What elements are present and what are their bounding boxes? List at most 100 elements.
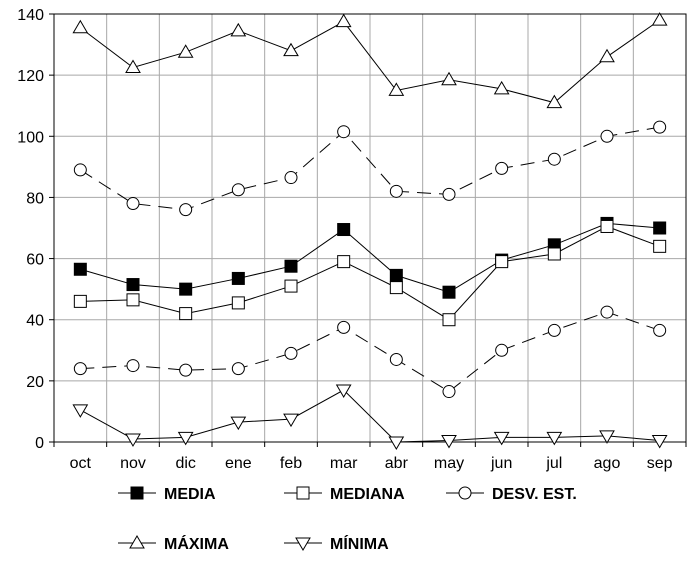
data-point-triangle-up-open [441, 71, 457, 86]
data-point-triangle-down-open [72, 404, 89, 418]
series-line [80, 311, 660, 393]
legend-item: MEDIA [118, 486, 216, 503]
data-point-triangle-up-open [129, 535, 145, 549]
y-tick-label: 120 [17, 68, 44, 85]
x-tick-label: ene [225, 455, 252, 472]
data-point-square-open [231, 296, 245, 310]
data-point-triangle-up-open [493, 80, 510, 95]
data-point-circle-open [547, 152, 561, 166]
data-point-square-open [547, 247, 561, 261]
data-point-square-filled [231, 271, 245, 285]
series-desv-est- [73, 120, 667, 217]
data-point-square-open [296, 486, 310, 500]
data-point-triangle-up-open [72, 19, 89, 34]
x-tick-label: jul [545, 455, 562, 472]
legend-label: MEDIA [164, 486, 216, 503]
data-point-circle-open [337, 320, 351, 334]
x-tick-label: oct [70, 455, 92, 472]
data-point-triangle-down-open [230, 416, 247, 431]
legend-label: DESV. EST. [492, 486, 577, 503]
data-point-triangle-up-open [125, 59, 141, 73]
data-point-square-filled [389, 268, 403, 282]
y-tick-label: 0 [35, 435, 44, 452]
y-tick-label: 80 [26, 190, 44, 207]
data-point-square-filled [284, 259, 298, 273]
data-point-triangle-down-open [493, 431, 510, 446]
data-point-triangle-up-open [177, 44, 194, 58]
x-tick-label: abr [385, 455, 409, 472]
data-point-square-filled [130, 486, 144, 500]
x-tick-label: feb [280, 455, 302, 472]
x-tick-label: jun [490, 455, 512, 472]
legend: MEDIA MEDIANA DESV. EST. MÁXIMA MÍNIMA [118, 486, 577, 553]
y-tick-label: 100 [17, 129, 44, 146]
x-tick-label: may [434, 455, 464, 472]
series-line [80, 19, 660, 104]
data-point-circle-open [600, 129, 614, 143]
data-point-circle-open [547, 323, 561, 337]
data-point-square-open [284, 279, 298, 293]
data-point-triangle-down-open [295, 537, 311, 551]
data-point-circle-open [231, 362, 245, 376]
data-point-circle-open [126, 197, 140, 211]
series-line [80, 389, 660, 443]
series-unnamed [73, 305, 667, 399]
data-point-square-open [653, 239, 667, 253]
data-point-square-open [495, 255, 509, 269]
data-point-circle-open [653, 323, 667, 337]
data-point-square-open [442, 313, 456, 327]
series-line [80, 126, 660, 211]
data-point-square-open [126, 293, 140, 307]
series-mínima [72, 384, 668, 450]
data-point-square-filled [179, 282, 193, 296]
series-mediana [73, 219, 667, 327]
data-point-square-filled [653, 221, 667, 235]
data-point-triangle-up-open [651, 12, 668, 26]
data-point-circle-open [458, 486, 472, 500]
data-point-circle-open [337, 125, 351, 139]
data-point-circle-open [389, 184, 403, 198]
data-point-square-filled [442, 285, 456, 299]
data-point-circle-open [179, 363, 193, 377]
data-point-square-open [337, 255, 351, 269]
legend-label: MÍNIMA [330, 534, 389, 553]
x-tick-label: nov [120, 455, 146, 472]
data-point-triangle-down-open [441, 434, 457, 449]
data-point-triangle-down-open [599, 430, 615, 444]
data-point-triangle-up-open [546, 94, 563, 109]
y-tick-label: 40 [26, 313, 44, 330]
x-tick-label: ago [594, 455, 621, 472]
data-point-square-filled [126, 278, 140, 292]
legend-item: MÁXIMA [118, 534, 229, 553]
data-point-circle-open [284, 346, 298, 360]
y-axis: 0 20 40 60 80 100 120 140 [17, 7, 54, 452]
data-point-circle-open [495, 343, 509, 357]
data-point-circle-open [389, 352, 403, 366]
data-point-circle-open [442, 187, 456, 201]
data-point-triangle-down-open [388, 436, 405, 450]
data-point-triangle-up-open [283, 42, 299, 57]
gridlines [53, 13, 687, 443]
data-point-triangle-up-open [230, 22, 247, 37]
data-point-triangle-down-open [546, 431, 563, 446]
x-tick-label: sep [647, 455, 673, 472]
data-point-circle-open [495, 161, 509, 175]
y-tick-label: 20 [26, 374, 44, 391]
legend-label: MEDIANA [330, 486, 405, 503]
data-point-triangle-down-open [335, 384, 352, 399]
y-tick-label: 140 [17, 7, 44, 24]
data-point-triangle-up-open [599, 48, 615, 63]
data-point-circle-open [73, 163, 87, 177]
data-point-circle-open [284, 171, 298, 185]
data-point-triangle-down-open [177, 431, 194, 446]
data-point-triangle-down-open [651, 434, 668, 449]
y-tick-label: 60 [26, 252, 44, 269]
data-point-triangle-up-open [388, 82, 405, 96]
data-point-square-open [389, 281, 403, 295]
series-line [80, 225, 660, 321]
data-point-triangle-down-open [125, 433, 141, 447]
data-point-square-filled [73, 262, 87, 276]
data-point-square-open [600, 219, 614, 233]
